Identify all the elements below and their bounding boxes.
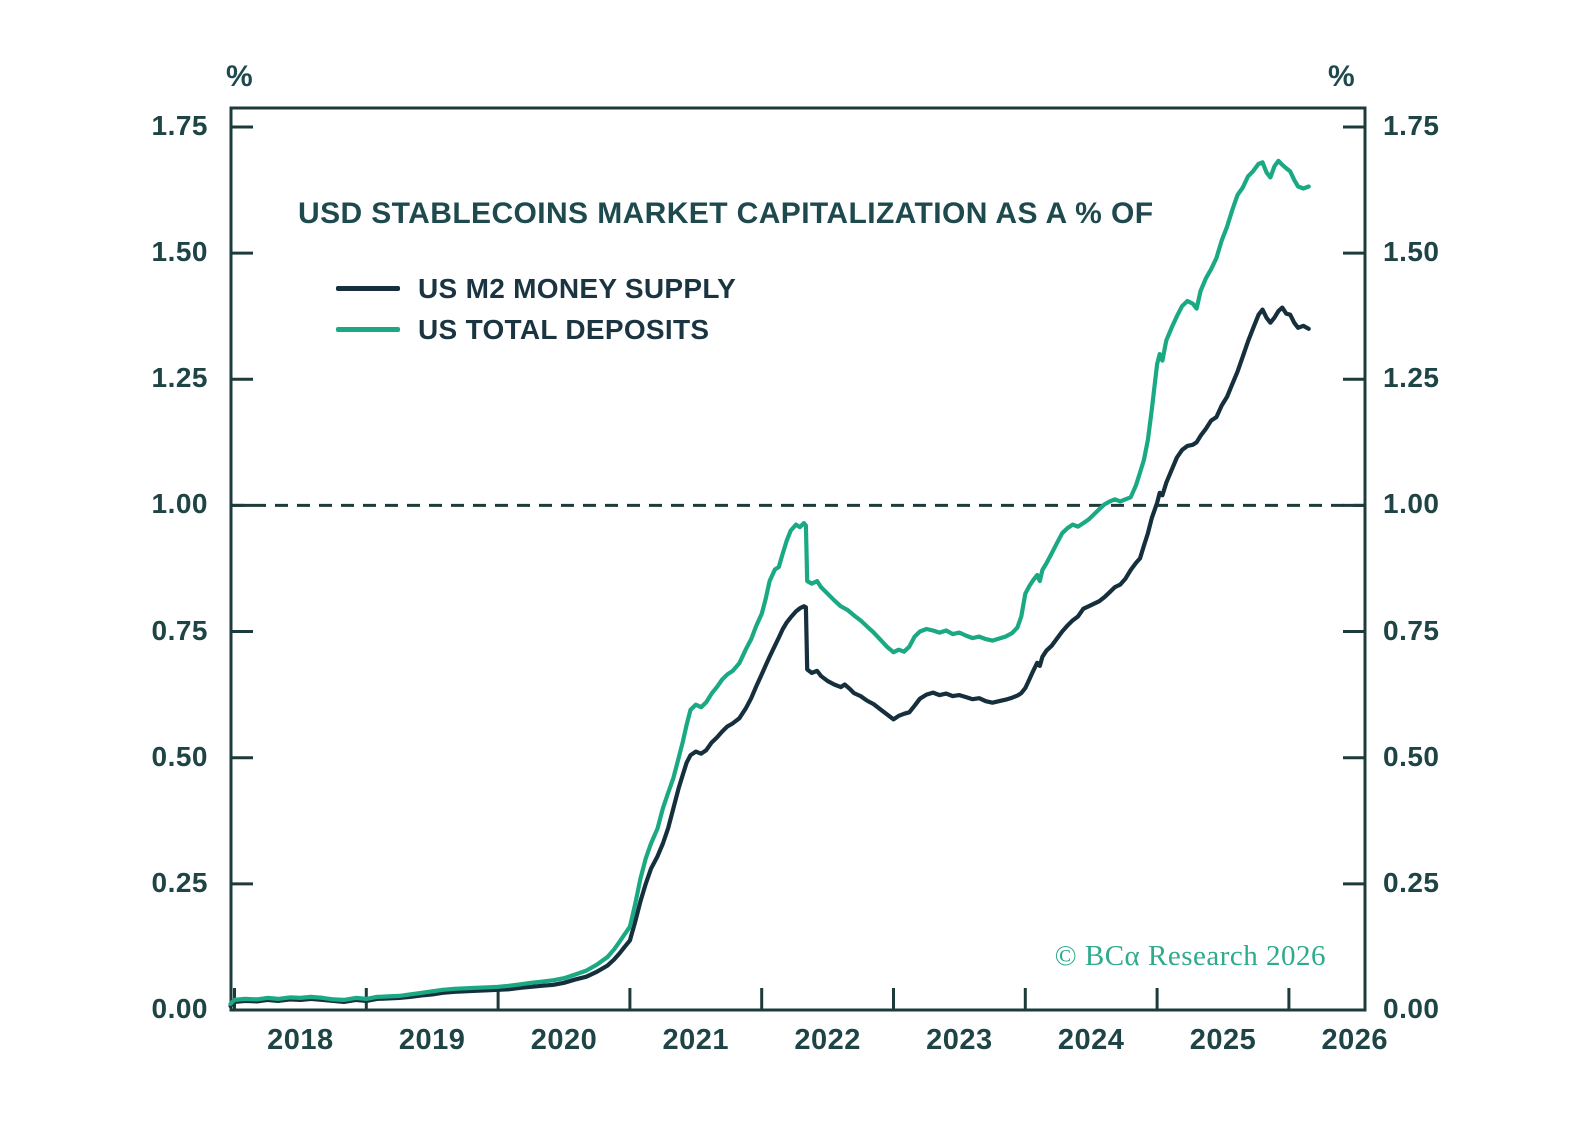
x-label-2021: 2021 (662, 1024, 730, 1056)
legend-label-m2: US M2 MONEY SUPPLY (418, 272, 737, 304)
x-label-2020: 2020 (530, 1024, 598, 1056)
series-line-us-total-deposits (228, 158, 1311, 1006)
x-label-2025: 2025 (1189, 1024, 1257, 1056)
series-line-us-m2-money-supply (228, 305, 1311, 1009)
y-label-left-0.00: 0.00 (151, 993, 208, 1024)
y-label-left-0.50: 0.50 (151, 740, 208, 772)
deposits-line-swatch (336, 327, 400, 332)
y-label-right-0.75: 0.75 (1383, 614, 1440, 646)
axis-box (229, 106, 1367, 1012)
y-label-right-1.25: 1.25 (1383, 362, 1440, 394)
y-label-right-1.00: 1.00 (1383, 488, 1440, 520)
x-label-2026: 2026 (1321, 1024, 1389, 1056)
y-label-left-0.25: 0.25 (151, 866, 208, 898)
m2-line-swatch (336, 286, 400, 291)
y-axis-unit-right: % (1328, 60, 1355, 93)
chart-title: USD STABLECOINS MARKET CAPITALIZATION AS… (298, 197, 1154, 230)
x-label-2023: 2023 (926, 1024, 993, 1056)
y-label-left-1.00: 1.00 (151, 488, 208, 520)
x-label-2019: 2019 (398, 1024, 466, 1056)
legend: US M2 MONEY SUPPLY US TOTAL DEPOSITS (336, 268, 936, 350)
x-label-2018: 2018 (267, 1024, 334, 1056)
y-label-right-0.25: 0.25 (1383, 866, 1440, 898)
y-label-left-1.75: 1.75 (151, 109, 208, 141)
legend-label-deposits: US TOTAL DEPOSITS (418, 313, 710, 345)
y-label-right-0.00: 0.00 (1383, 993, 1440, 1024)
legend-item-deposits: US TOTAL DEPOSITS (336, 309, 936, 350)
y-label-right-1.50: 1.50 (1383, 236, 1440, 268)
y-label-right-1.75: 1.75 (1383, 109, 1440, 141)
y-label-left-1.50: 1.50 (151, 236, 208, 268)
y-label-left-0.75: 0.75 (151, 614, 208, 646)
y-label-right-0.50: 0.50 (1383, 740, 1440, 772)
x-label-2022: 2022 (794, 1024, 861, 1056)
y-label-left-1.25: 1.25 (151, 362, 208, 394)
y-axis-unit-left: % (226, 60, 253, 93)
legend-item-m2: US M2 MONEY SUPPLY (336, 268, 936, 309)
x-label-2024: 2024 (1057, 1024, 1125, 1056)
copyright-note: © BCα Research 2026 (1054, 940, 1326, 972)
